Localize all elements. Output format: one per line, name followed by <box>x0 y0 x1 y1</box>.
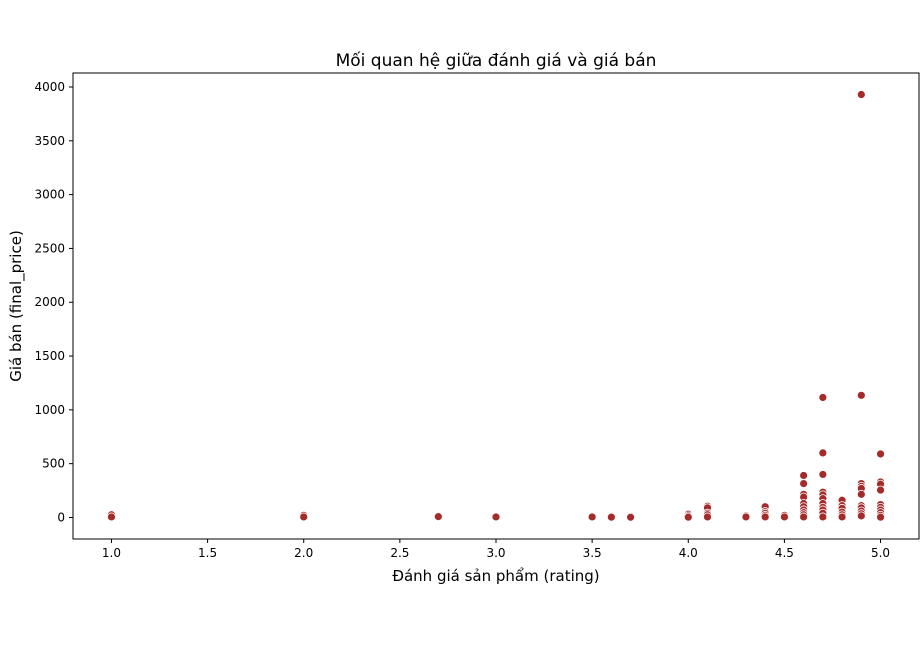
x-tick-label: 1.5 <box>198 546 217 560</box>
data-point <box>491 512 501 522</box>
x-tick-label: 2.5 <box>390 546 409 560</box>
chart-title: Mối quan hệ giữa đánh giá và giá bán <box>336 50 657 71</box>
data-point <box>799 512 809 522</box>
data-point <box>876 512 885 522</box>
y-tick-label: 2500 <box>34 241 65 255</box>
y-tick-label: 4000 <box>34 80 65 94</box>
y-tick-label: 1500 <box>34 349 65 363</box>
data-point <box>299 512 309 522</box>
x-tick-label: 4.0 <box>679 546 698 560</box>
y-tick-label: 3500 <box>34 134 65 148</box>
x-tick-label: 5.0 <box>871 546 890 560</box>
axis-ticks: 1.0 1.5 2.0 2.5 3.0 3.5 4.0 4.5 5.0 0 500 1000 1500 2… <box>34 80 890 560</box>
x-axis-label: Đánh giá sản phẩm (rating) <box>392 567 599 585</box>
data-point <box>780 512 789 522</box>
data-point <box>626 512 635 522</box>
data-point <box>876 449 885 459</box>
data-point <box>856 489 866 499</box>
data-point <box>876 485 885 495</box>
y-tick-label: 3000 <box>34 188 65 202</box>
x-tick-label: 4.5 <box>775 546 794 560</box>
y-tick-label: 0 <box>57 510 65 524</box>
data-point <box>107 512 116 522</box>
data-point <box>799 471 809 480</box>
data-point <box>837 512 847 522</box>
data-point <box>856 511 866 521</box>
data-point <box>587 512 597 522</box>
data-point <box>606 512 616 522</box>
data-point <box>433 512 443 522</box>
data-point <box>818 448 828 458</box>
y-tick-label: 500 <box>42 457 65 471</box>
data-point <box>741 512 751 522</box>
data-point <box>683 512 693 522</box>
x-tick-label: 2.0 <box>294 546 313 560</box>
data-points <box>107 90 885 522</box>
y-tick-label: 1000 <box>34 403 65 417</box>
x-tick-label: 1.0 <box>102 546 121 560</box>
data-point <box>703 512 712 522</box>
y-axis-label: Giá bán (final_price) <box>7 230 26 382</box>
data-point <box>856 90 866 99</box>
data-point <box>818 512 828 522</box>
x-tick-label: 3.5 <box>583 546 602 560</box>
y-tick-label: 2000 <box>34 295 65 309</box>
data-point <box>856 390 866 400</box>
x-tick-label: 3.0 <box>486 546 505 560</box>
plot-frame <box>72 72 920 540</box>
data-point <box>818 470 828 479</box>
data-point <box>799 479 809 488</box>
data-point <box>818 393 828 402</box>
data-point <box>760 512 770 522</box>
